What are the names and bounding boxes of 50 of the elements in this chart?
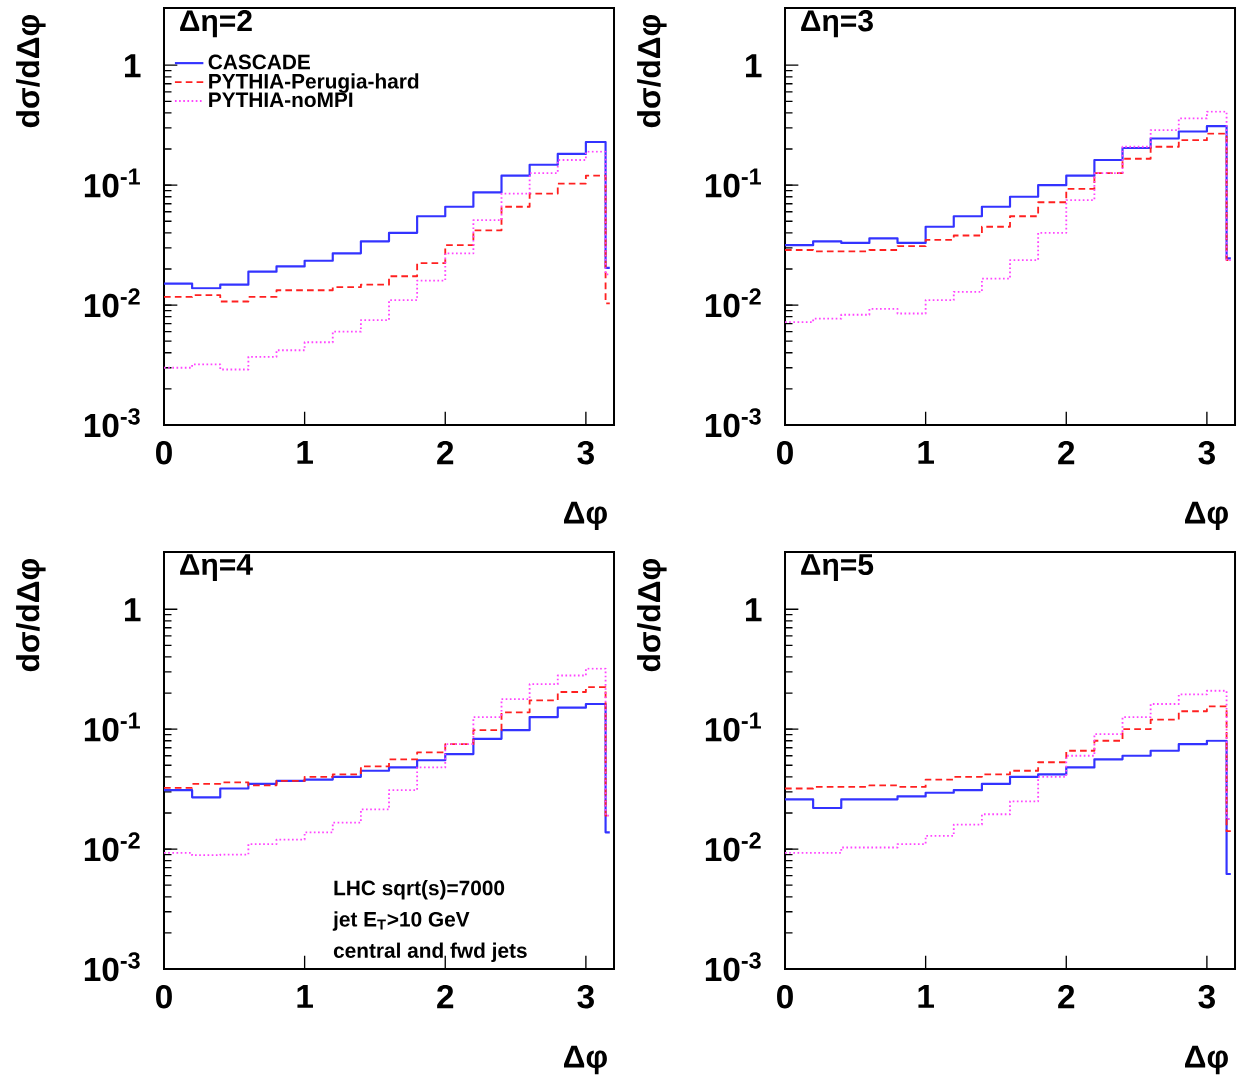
y-tick-label: 10$^{-1}$ [705, 168, 761, 198]
y-tick-label: 1 [125, 54, 141, 78]
x-tick-label: 0 [156, 440, 172, 465]
y-tick-label: 1 [746, 598, 762, 622]
y-tick-label: 10$^{-2}$ [705, 288, 761, 318]
x-axis-title: Δφ [563, 1045, 607, 1075]
x-axis-title: Δφ [563, 501, 607, 531]
legend-label: PYTHIA-Perugia-hard [209, 73, 419, 93]
x-tick-label: 2 [437, 984, 454, 1009]
annotation: jet E$_{T}$>10 GeV [332, 911, 470, 931]
x-tick-label: 3 [577, 440, 594, 465]
x-tick-label: 3 [1198, 440, 1215, 465]
y-tick-label: 10$^{-1}$ [84, 712, 140, 742]
y-tick-label: 1 [125, 598, 141, 622]
x-axis-title: Δφ [1185, 1045, 1228, 1075]
legend-label: PYTHIA-noMPI [209, 92, 353, 108]
y-tick-label: 10$^{-1}$ [84, 168, 140, 198]
x-tick-label: 1 [918, 440, 934, 464]
y-tick-label: 10$^{-1}$ [705, 712, 761, 742]
x-tick-label: 1 [918, 984, 934, 1008]
y-tick-label: 10$^{-2}$ [84, 832, 140, 862]
chart-title: Δη=5 [801, 554, 874, 581]
y-tick-label: 10$^{-3}$ [84, 952, 140, 982]
x-tick-label: 2 [1058, 984, 1075, 1009]
annotation: central and fwd jets [333, 942, 527, 963]
annotation: LHC sqrt(s)=7000 [334, 880, 505, 900]
x-tick-label: 3 [1198, 984, 1215, 1009]
y-tick-label: 1 [746, 54, 762, 78]
x-axis-title: Δφ [1185, 501, 1228, 531]
y-axis-title: dσ/dΔφ [16, 15, 46, 128]
legend-label: CASCADE [208, 54, 310, 70]
y-axis-title: dσ/dΔφ [16, 559, 46, 672]
chart-title: Δη=2 [180, 10, 252, 38]
y-tick-label: 10$^{-3}$ [84, 408, 140, 438]
chart-title: Δη=4 [180, 554, 253, 581]
x-tick-label: 0 [156, 984, 172, 1009]
x-tick-label: 3 [577, 984, 594, 1009]
x-tick-label: 2 [437, 440, 454, 465]
chart-title: Δη=3 [801, 10, 873, 38]
y-tick-label: 10$^{-3}$ [705, 408, 761, 438]
x-tick-label: 0 [777, 984, 793, 1009]
x-tick-label: 0 [777, 440, 793, 465]
y-axis-title: dσ/dΔφ [637, 559, 667, 672]
y-tick-label: 10$^{-2}$ [705, 832, 761, 862]
x-tick-label: 1 [297, 440, 313, 464]
y-tick-label: 10$^{-2}$ [84, 288, 140, 318]
y-axis-title: dσ/dΔφ [637, 15, 667, 128]
y-tick-label: 10$^{-3}$ [705, 952, 761, 982]
x-tick-label: 1 [297, 984, 313, 1008]
x-tick-label: 2 [1058, 440, 1075, 465]
